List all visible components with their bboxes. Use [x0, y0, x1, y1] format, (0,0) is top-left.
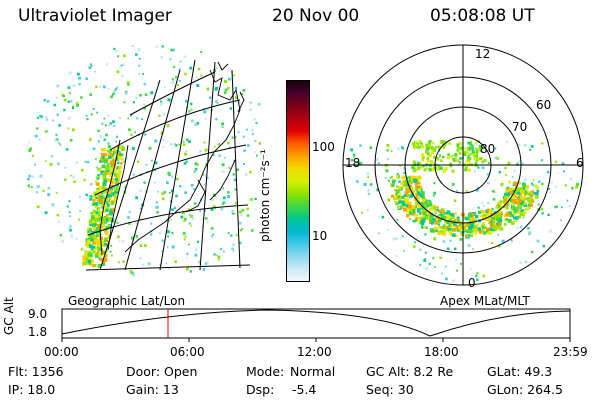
polar-caption: Apex MLat/MLT: [440, 294, 530, 308]
lat-label-60: 60: [536, 98, 552, 112]
date-label: 20 Nov 00: [272, 6, 360, 26]
altitude-xtick-1200: 12:00: [297, 345, 332, 359]
colorbar-tick-100: 100: [312, 140, 335, 154]
lat-lon-grid: [85, 59, 251, 271]
altitude-xtick-0000: 00:00: [44, 345, 79, 359]
gain-value: Gain: 13: [126, 382, 179, 397]
coastlines: [99, 61, 245, 256]
altitude-ytick-9: 9.0: [28, 307, 48, 321]
polar-speckle: [350, 140, 580, 283]
door-status: Door: Open: [126, 364, 198, 379]
altitude-ytick-1-8: 1.8: [28, 325, 48, 339]
mlt-label-18: 18: [345, 156, 361, 170]
colorbar: [286, 80, 310, 282]
altitude-xtick-0600: 06:00: [170, 345, 205, 359]
ip-value: IP: 18.0: [8, 382, 56, 397]
geographic-longitude: GLon: 264.5: [487, 382, 563, 397]
altitude-ylabel: GC Alt: [2, 297, 16, 335]
altitude-xtick-1800: 18:00: [424, 345, 459, 359]
gc-altitude: GC Alt: 8.2 Re: [366, 364, 454, 379]
mlt-label-0: 0: [468, 276, 476, 290]
geographic-caption: Geographic Lat/Lon: [68, 294, 186, 308]
mlt-label-12: 12: [475, 47, 491, 61]
colorbar-tick-10: 10: [312, 229, 328, 243]
dsp-value: -5.4: [292, 382, 317, 397]
mlt-label-6: 6: [576, 156, 584, 170]
altitude-x-ticks: [61, 338, 571, 342]
altitude-curve: [61, 309, 571, 337]
mode-label: Mode:: [246, 364, 285, 379]
time-label: 05:08:08 UT: [430, 6, 535, 26]
instrument-title: Ultraviolet Imager: [18, 6, 172, 26]
altitude-xtick-2359: 23:59: [553, 345, 588, 359]
sequence-number: Seq: 30: [366, 382, 414, 397]
lat-label-80: 80: [480, 142, 496, 156]
lat-label-70: 70: [512, 120, 528, 134]
dsp-label: Dsp:: [246, 382, 275, 397]
flight-number: Flt: 1356: [8, 364, 64, 379]
geographic-aurora: [82, 145, 126, 268]
mode-value: Normal: [290, 364, 336, 379]
geographic-latitude: GLat: 49.3: [487, 364, 553, 379]
altitude-plot-frame: [61, 308, 571, 339]
